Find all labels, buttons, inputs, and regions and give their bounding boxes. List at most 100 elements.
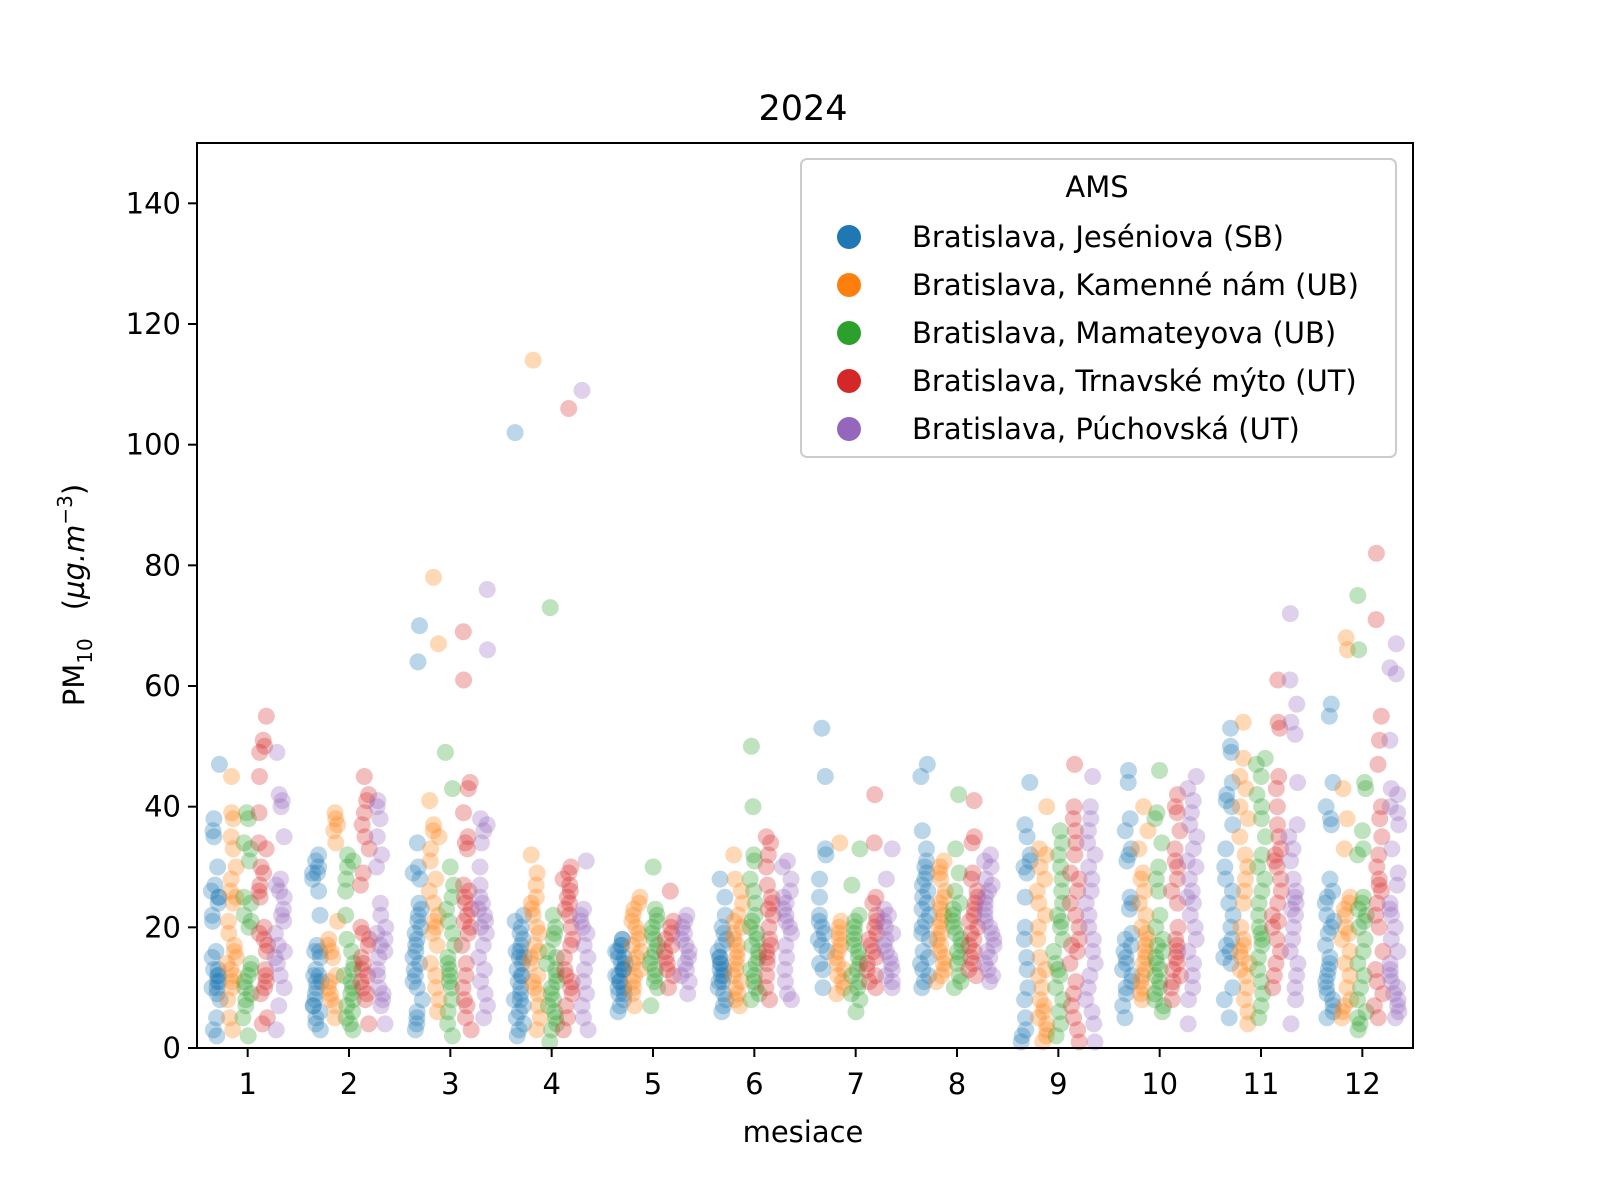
- data-point: [524, 351, 542, 369]
- data-point: [884, 924, 902, 942]
- data-point: [358, 792, 376, 810]
- data-point: [511, 943, 529, 960]
- data-point: [344, 961, 362, 979]
- data-point: [615, 961, 633, 979]
- data-point: [1119, 774, 1137, 791]
- data-point: [223, 768, 240, 785]
- data-point: [368, 961, 386, 979]
- data-point: [1079, 822, 1097, 840]
- data-point: [1037, 846, 1055, 864]
- data-point: [439, 949, 457, 966]
- data-point: [931, 864, 949, 882]
- data-point: [474, 894, 491, 912]
- data-point: [1137, 906, 1155, 924]
- data-point: [408, 1003, 426, 1021]
- data-point: [936, 949, 953, 966]
- data-point: [1052, 912, 1070, 930]
- data-point: [1015, 858, 1033, 876]
- data-point: [678, 906, 696, 924]
- data-point: [236, 973, 253, 991]
- data-point: [1337, 906, 1354, 924]
- data-point: [239, 810, 257, 828]
- data-point: [1121, 888, 1139, 906]
- x-tick-label: 10: [1141, 1067, 1178, 1101]
- data-point: [377, 918, 395, 936]
- data-point: [1223, 930, 1241, 948]
- data-point: [846, 924, 863, 942]
- data-point: [677, 936, 695, 954]
- data-point: [1372, 882, 1390, 900]
- data-point: [440, 912, 458, 930]
- data-point: [1146, 985, 1164, 1003]
- data-point: [408, 1009, 426, 1027]
- data-point: [326, 804, 344, 822]
- data-point: [781, 882, 799, 900]
- data-point: [607, 943, 625, 960]
- data-point: [1068, 943, 1086, 960]
- data-point: [947, 840, 965, 858]
- data-point: [725, 846, 743, 864]
- data-point: [1381, 798, 1399, 816]
- data-point: [472, 810, 490, 828]
- data-point: [1231, 828, 1249, 846]
- data-point: [743, 912, 761, 930]
- data-point: [205, 810, 223, 828]
- data-point: [1166, 798, 1184, 816]
- data-point: [579, 1021, 597, 1039]
- data-point: [528, 918, 546, 936]
- data-point: [208, 985, 226, 1003]
- data-point: [1234, 713, 1252, 731]
- y-axis-title-close: ): [57, 484, 91, 495]
- data-point: [409, 906, 427, 924]
- data-point: [344, 991, 362, 1009]
- data-point: [748, 924, 766, 942]
- data-point: [475, 961, 493, 979]
- data-point: [811, 955, 829, 972]
- data-point: [530, 943, 548, 960]
- data-point: [1252, 924, 1270, 942]
- data-point: [225, 943, 243, 960]
- data-point: [1150, 979, 1168, 997]
- data-point: [676, 924, 693, 942]
- data-point: [742, 961, 760, 979]
- data-point: [327, 834, 345, 852]
- data-point: [680, 973, 698, 991]
- data-point: [913, 822, 931, 840]
- data-point: [515, 949, 533, 966]
- data-point: [456, 888, 473, 906]
- data-point: [1238, 979, 1256, 997]
- data-point: [458, 997, 476, 1015]
- data-point: [342, 985, 360, 1003]
- data-point: [1037, 1027, 1055, 1045]
- data-point: [935, 906, 953, 924]
- data-point: [944, 912, 962, 930]
- data-point: [564, 930, 581, 948]
- data-point: [1218, 786, 1236, 804]
- data-point: [1082, 810, 1100, 828]
- data-point: [1084, 768, 1102, 785]
- data-point: [204, 1021, 222, 1039]
- data-point: [1316, 894, 1334, 912]
- data-point: [203, 906, 221, 924]
- data-point: [1235, 894, 1252, 912]
- data-point: [443, 991, 461, 1009]
- data-point: [758, 949, 776, 966]
- data-point: [509, 973, 527, 991]
- data-point: [776, 961, 794, 979]
- data-point: [512, 985, 530, 1003]
- data-point: [372, 906, 390, 924]
- data-point: [1321, 870, 1339, 888]
- data-point: [930, 918, 948, 936]
- data-point: [459, 828, 477, 846]
- data-point: [547, 918, 564, 936]
- data-point: [421, 792, 439, 810]
- x-tick-label: 7: [846, 1067, 864, 1101]
- data-point: [962, 870, 980, 888]
- data-point: [883, 973, 901, 991]
- data-point: [1349, 1021, 1367, 1039]
- data-point: [913, 876, 931, 894]
- data-point: [224, 840, 242, 858]
- data-point: [560, 906, 578, 924]
- data-point: [953, 936, 971, 954]
- data-point: [1370, 876, 1388, 894]
